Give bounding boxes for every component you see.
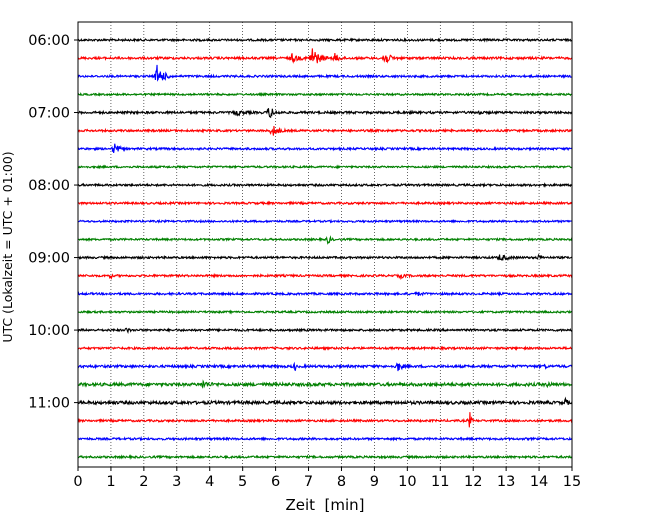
trace-0715 (77, 125, 573, 136)
trace-0615 (77, 48, 573, 64)
trace-0800 (77, 182, 573, 188)
x-tick-label: 4 (205, 474, 214, 490)
plot-frame (77, 21, 573, 468)
x-axis-label: Zeit [min] (285, 496, 364, 514)
trace-0745 (77, 164, 573, 170)
x-tick-label: 9 (370, 474, 379, 490)
trace-0645 (77, 91, 573, 97)
trace-1000 (77, 327, 573, 335)
trace-1130 (77, 435, 573, 442)
trace-0915 (77, 272, 573, 281)
y-tick-label: 10:00 (28, 323, 70, 339)
x-tick-label: 13 (497, 474, 515, 490)
x-tick-label: 12 (464, 474, 482, 490)
trace-1015 (77, 345, 573, 352)
x-tick-label: 0 (73, 474, 82, 490)
x-tick-label: 15 (563, 474, 581, 490)
x-axis-ticks: 0 1 2 3 4 5 6 7 8 9 10 11 12 13 14 15 (73, 467, 581, 490)
x-tick-label: 10 (398, 474, 416, 490)
trace-0600 (77, 37, 573, 43)
trace-0945 (77, 309, 573, 315)
x-tick-label: 14 (530, 474, 548, 490)
trace-1030 (77, 361, 573, 372)
x-tick-label: 7 (304, 474, 313, 490)
x-tick-label: 2 (139, 474, 148, 490)
trace-1115 (77, 412, 573, 428)
y-tick-label: 11:00 (28, 396, 70, 412)
y-axis-ticks: 06:00 07:00 08:00 09:00 10:00 11:00 (28, 33, 78, 412)
trace-0730 (77, 143, 573, 154)
trace-1145 (77, 454, 573, 461)
trace-0845 (77, 235, 573, 245)
trace-0930 (77, 291, 573, 297)
y-tick-label: 08:00 (28, 178, 70, 194)
trace-1100 (77, 396, 573, 407)
x-tick-label: 6 (271, 474, 280, 490)
x-tick-label: 3 (172, 474, 181, 490)
trace-0830 (77, 218, 573, 224)
trace-0630 (77, 64, 573, 82)
y-axis-label: UTC (Lokalzeit = UTC + 01:00) (0, 151, 15, 342)
trace-1045 (77, 379, 573, 389)
x-tick-label: 5 (238, 474, 247, 490)
trace-0900 (77, 253, 573, 261)
y-tick-label: 06:00 (28, 33, 70, 49)
y-tick-label: 09:00 (28, 251, 70, 267)
x-tick-label: 11 (431, 474, 449, 490)
y-tick-label: 07:00 (28, 106, 70, 122)
x-tick-label: 8 (337, 474, 346, 490)
x-tick-label: 1 (106, 474, 115, 490)
seismic-traces (77, 37, 573, 461)
trace-0700 (77, 108, 573, 119)
grid-lines (110, 22, 540, 467)
trace-0815 (77, 200, 573, 206)
